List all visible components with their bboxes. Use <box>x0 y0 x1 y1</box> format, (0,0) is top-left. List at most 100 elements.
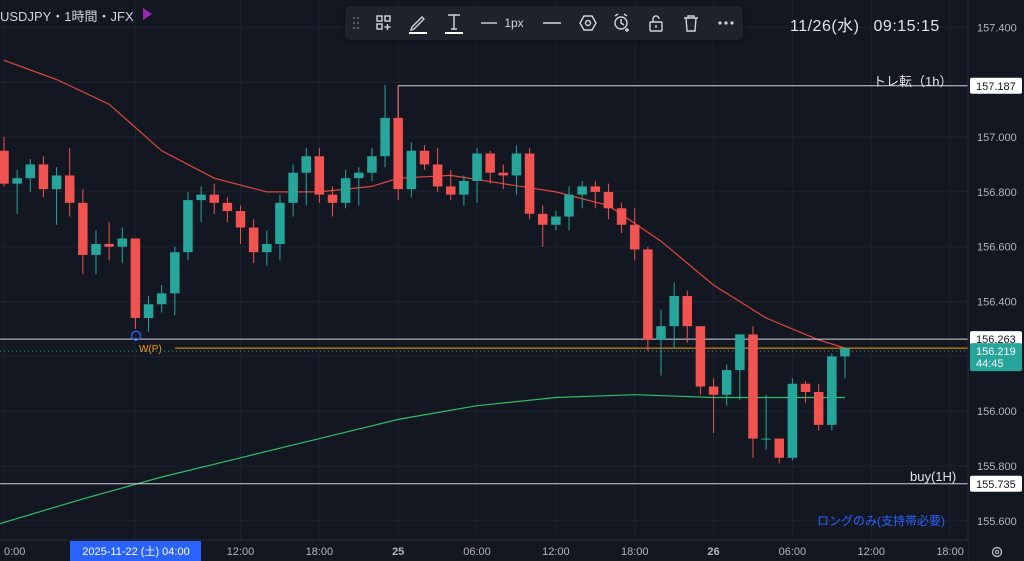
time-tick-label: 18:00 <box>621 546 649 558</box>
candle-body <box>156 293 167 305</box>
candle-body <box>695 326 706 387</box>
candle-body <box>459 180 469 195</box>
time-tick-label: 12:00 <box>227 546 255 558</box>
candle <box>38 156 49 198</box>
candle-body <box>64 175 75 203</box>
candle <box>603 183 614 220</box>
candle-body <box>301 156 311 173</box>
candle <box>222 197 233 223</box>
candle <box>288 164 298 217</box>
drag-handle-icon[interactable] <box>347 6 365 40</box>
candle-body <box>275 202 285 244</box>
candle <box>485 150 495 184</box>
symbol-title: USDJPY・1時間・JFX <box>0 9 134 24</box>
candle <box>472 148 482 203</box>
candle <box>498 164 509 190</box>
candle <box>643 246 653 351</box>
candle-body <box>170 252 180 294</box>
candle-body <box>564 194 574 217</box>
candle <box>393 84 403 201</box>
candle <box>721 364 732 406</box>
line-style-icon[interactable] <box>479 6 499 40</box>
trash-icon[interactable] <box>678 6 704 40</box>
candle <box>590 180 601 209</box>
alarm-add-icon[interactable] <box>609 6 635 40</box>
candle <box>695 326 706 395</box>
candle-body <box>209 194 219 203</box>
price-tick-label: 155.800 <box>977 461 1017 473</box>
candle-body <box>314 156 325 195</box>
candle-body <box>0 150 9 184</box>
candle-body <box>774 438 785 458</box>
candle <box>248 219 259 264</box>
moving-average-short <box>3 59 846 349</box>
candle <box>551 211 561 231</box>
bar-countdown: 44:45 <box>976 358 1004 370</box>
gear-icon[interactable] <box>990 545 1004 559</box>
time-tick-label: 18:00 <box>306 546 334 558</box>
current-price-label: 156.219 <box>976 346 1016 358</box>
pivot-label: W(P) <box>139 344 162 355</box>
candle-body <box>183 200 193 253</box>
candle <box>196 186 206 223</box>
candle-body <box>577 186 587 195</box>
strategy-note: ロングのみ(支持帯必要) <box>817 514 945 528</box>
candle-body <box>590 186 601 192</box>
candle-body <box>840 348 850 357</box>
candle <box>0 137 9 187</box>
candle <box>170 246 180 316</box>
pencil-icon[interactable] <box>405 6 431 40</box>
more-icon[interactable] <box>713 6 739 40</box>
candle-body <box>748 334 758 439</box>
flag-icon[interactable] <box>143 8 152 20</box>
price-tick-label: 157.400 <box>977 22 1017 34</box>
candle-body <box>800 383 811 392</box>
candle-body <box>248 227 259 253</box>
candle-body <box>262 243 272 253</box>
candle <box>275 194 285 261</box>
candle-body <box>813 391 824 425</box>
hexagon-icon[interactable] <box>575 6 601 40</box>
candle-body <box>827 356 837 425</box>
buy-label: buy(1H) <box>910 469 957 484</box>
time-axis <box>0 540 968 561</box>
candle-body <box>656 326 666 340</box>
candle-body <box>406 150 417 190</box>
candle <box>459 175 469 206</box>
line-width[interactable]: 1px <box>504 16 524 30</box>
candle-body <box>643 249 653 340</box>
time-tick-label: 0:00 <box>4 546 25 558</box>
candle <box>143 296 154 332</box>
candle <box>117 227 128 264</box>
price-tick-label: 156.800 <box>977 187 1017 199</box>
candle <box>12 169 22 214</box>
candle <box>840 348 850 379</box>
candle <box>130 238 141 329</box>
trend-reversal-label: トレ転（1h） <box>873 74 953 89</box>
candle-body <box>551 216 561 225</box>
candle-body <box>117 238 128 247</box>
candle <box>64 148 75 217</box>
candle <box>104 222 114 261</box>
candle <box>813 383 824 431</box>
time-tick-label: 12:00 <box>857 546 885 558</box>
candle <box>682 290 693 343</box>
candle <box>524 148 535 220</box>
candle-body <box>91 243 101 255</box>
candle-body <box>25 164 36 179</box>
candle-body <box>616 208 627 225</box>
time-highlight <box>70 541 201 561</box>
price-tick-label: 155.600 <box>977 516 1017 528</box>
candle <box>327 186 338 217</box>
candle <box>616 202 627 233</box>
time-tick-label: 12:00 <box>542 546 570 558</box>
candle <box>25 158 36 192</box>
unlock-icon[interactable] <box>643 6 669 40</box>
line-dash-icon[interactable] <box>541 6 563 40</box>
add-object-icon[interactable] <box>371 6 397 40</box>
candle-body <box>327 194 338 203</box>
candle-body <box>367 156 377 173</box>
text-icon[interactable] <box>441 6 467 40</box>
